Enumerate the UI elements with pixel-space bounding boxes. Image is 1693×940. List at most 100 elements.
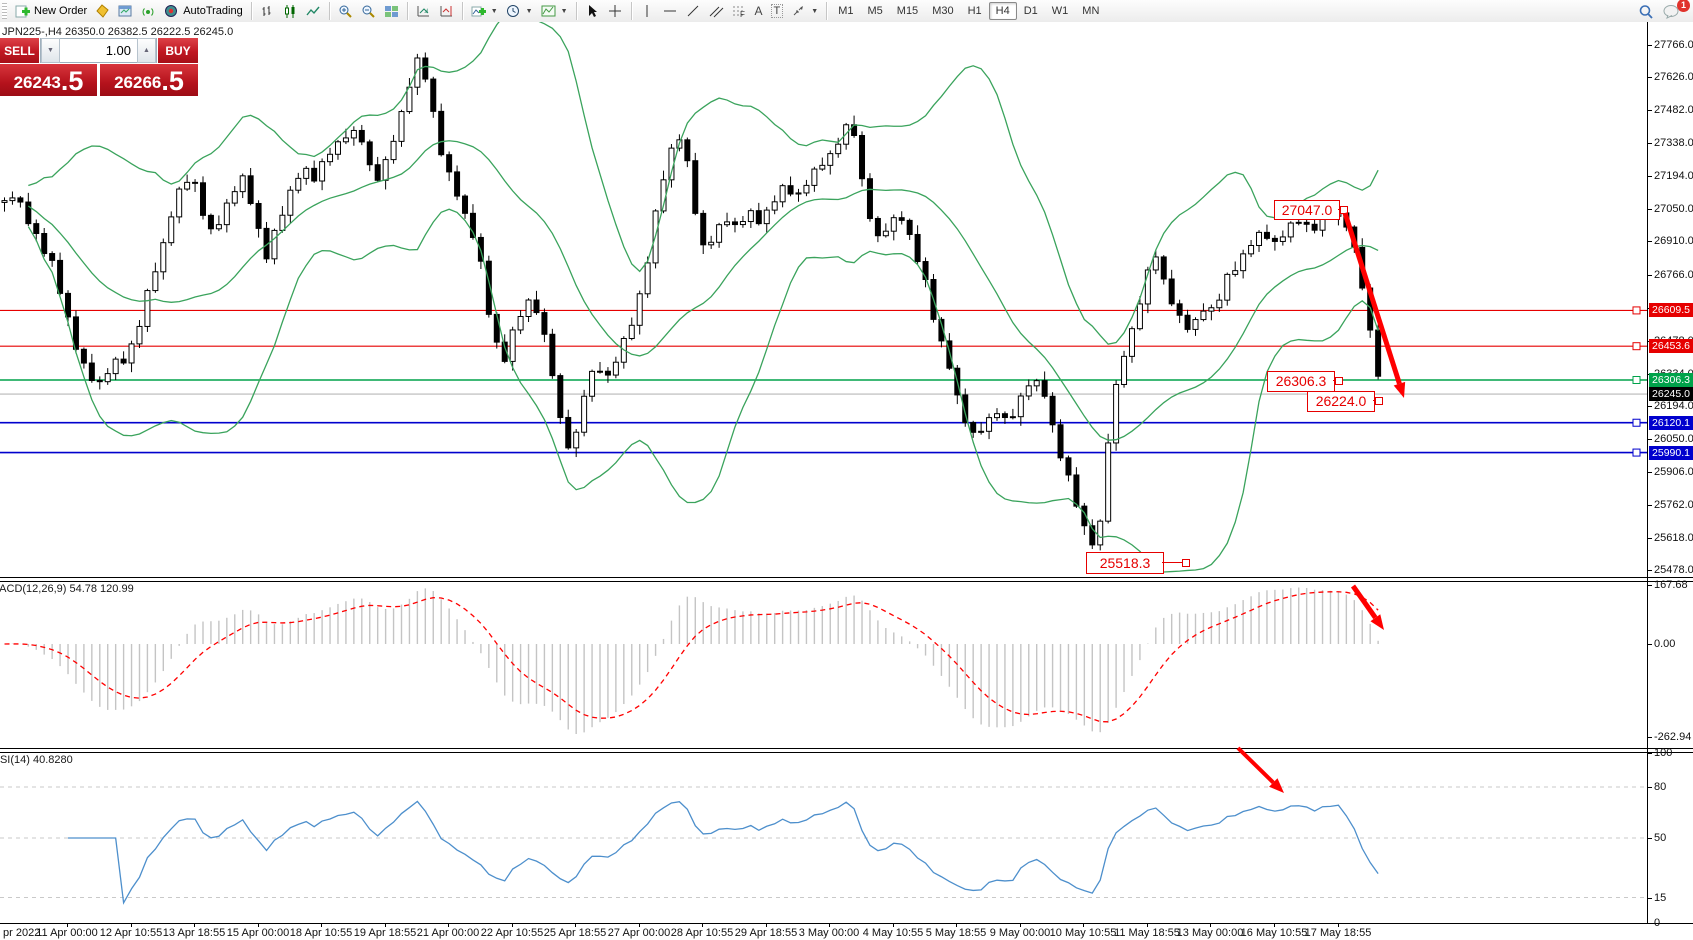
timeframe-button-m1[interactable]: M1	[838, 5, 854, 17]
bar-chart-icon	[260, 4, 275, 19]
toolbar-grip[interactable]	[2, 3, 7, 19]
timeframe-button-h1[interactable]: H1	[967, 5, 982, 17]
time-axis-tick	[385, 923, 386, 927]
axis-price-label: 27338.0	[1654, 137, 1693, 150]
zoom-out-button[interactable]	[357, 2, 380, 21]
market-watch-button[interactable]	[91, 2, 114, 21]
time-axis-label: 4 May 10:55	[862, 927, 924, 939]
axis-price-label: 27482.0	[1654, 104, 1693, 117]
horizontal-line-tool-button[interactable]	[659, 2, 682, 21]
sell-button[interactable]: SELL	[0, 38, 39, 63]
axis-tick	[1647, 77, 1652, 79]
buy-price-button[interactable]: 26266 .5	[100, 64, 198, 96]
text-tool-button[interactable]: A	[751, 2, 767, 20]
timeframe-button-d1[interactable]: D1	[1023, 5, 1038, 17]
pane-separator[interactable]	[0, 577, 1693, 582]
callout-anchor-square	[1340, 206, 1348, 214]
main-price-pane[interactable]	[0, 22, 1647, 577]
time-axis-label: 28 Apr 10:55	[670, 927, 734, 939]
axis-tick	[1647, 838, 1652, 839]
crosshair-tool-button[interactable]	[604, 2, 627, 21]
timeframe-group: M1 M5 M15 M30 H1 H4 D1 W1 MN	[831, 2, 1106, 20]
time-axis-tick	[1274, 923, 1275, 927]
label-tool-button[interactable]: T	[767, 2, 788, 20]
chart-window[interactable]: JPN225-,H4 26350.0 26382.5 26222.5 26245…	[0, 22, 1693, 940]
vertical-line-tool-button[interactable]	[636, 2, 659, 21]
pane-separator[interactable]	[0, 748, 1693, 753]
autotrading-label: AutoTrading	[183, 5, 243, 17]
axis-tick	[1647, 753, 1652, 754]
axis-price-label: 25618.0	[1654, 531, 1693, 544]
templates-button[interactable]: ▼	[537, 2, 572, 21]
fibonacci-icon: F	[732, 4, 747, 19]
signals-button[interactable]	[137, 2, 160, 21]
indicators-button[interactable]: ▼	[467, 2, 502, 21]
timeframe-button-w1[interactable]: W1	[1051, 5, 1069, 17]
toolbar-separator	[575, 2, 577, 20]
terminal-button[interactable]	[114, 2, 137, 21]
callout-leader-line	[1333, 380, 1335, 381]
axis-price-label: 50	[1654, 832, 1667, 844]
price-badge: 25990.1	[1649, 445, 1693, 460]
buy-button[interactable]: BUY	[158, 38, 198, 63]
fibonacci-tool-button[interactable]: F	[728, 2, 751, 21]
time-axis-tick	[575, 923, 576, 927]
timeframe-button-mn[interactable]: MN	[1082, 5, 1100, 17]
timeframe-button-m15[interactable]: M15	[896, 5, 919, 17]
auto-scroll-button[interactable]	[412, 2, 435, 21]
periods-button[interactable]: ▼	[502, 2, 537, 21]
callout-leader-line	[1338, 209, 1340, 210]
axis-price-label: 26194.0	[1654, 399, 1693, 412]
buy-price-main: 26266	[114, 73, 162, 92]
timeframe-button-h4[interactable]: H4	[988, 2, 1017, 20]
candle-chart-mode-button[interactable]	[279, 2, 302, 21]
toolbar-separator	[406, 2, 408, 20]
volume-decrease-button[interactable]: ▼	[41, 38, 60, 63]
time-axis-tick	[194, 923, 195, 927]
volume-increase-button[interactable]: ▲	[137, 38, 156, 63]
price-badge: 26609.5	[1649, 303, 1693, 318]
arrows-tool-button[interactable]: ▼	[787, 2, 822, 21]
autotrading-button[interactable]: AutoTrading	[160, 2, 247, 21]
volume-field[interactable]: ▼ 1.00 ▲	[40, 38, 157, 63]
price-callout: 26224.0	[1307, 391, 1375, 412]
time-axis-tick	[448, 923, 449, 927]
toolbar-separator	[826, 2, 828, 20]
tile-windows-button[interactable]	[380, 2, 403, 21]
notifications-chat-icon[interactable]: 1	[1663, 0, 1690, 19]
axis-tick	[1647, 143, 1652, 145]
zoom-in-button[interactable]	[334, 2, 357, 21]
chart-shift-button[interactable]	[435, 2, 458, 21]
axis-tick	[1647, 241, 1652, 243]
cursor-tool-button[interactable]	[581, 2, 604, 21]
callout-anchor-square	[1375, 397, 1383, 405]
timeframe-button-m30[interactable]: M30	[932, 5, 954, 17]
channel-tool-button[interactable]	[705, 2, 728, 21]
text-tool-icon: A	[754, 4, 763, 18]
trendline-tool-button[interactable]	[682, 2, 705, 21]
toolbar: New Order AutoTrading	[0, 0, 1693, 23]
time-axis-tick	[1147, 923, 1148, 927]
axis-tick	[1647, 438, 1652, 440]
price-level-lines	[0, 306, 1647, 457]
rsi-pane[interactable]	[0, 751, 1647, 922]
time-axis-tick	[1083, 923, 1084, 927]
price-badge: 26245.0	[1649, 387, 1693, 402]
time-axis-label: 5 May 18:55	[925, 927, 987, 939]
volume-value[interactable]: 1.00	[105, 43, 131, 58]
time-axis-tick	[766, 923, 767, 927]
bar-chart-mode-button[interactable]	[256, 2, 279, 21]
sell-price-button[interactable]: 26243 .5	[0, 64, 97, 96]
price-badge: 26306.3	[1649, 373, 1693, 387]
new-order-button[interactable]: New Order	[11, 2, 91, 21]
time-axis-label: 29 Apr 18:55	[734, 927, 798, 939]
macd-pane[interactable]	[0, 580, 1647, 748]
timeframe-button-m5[interactable]: M5	[867, 5, 883, 17]
time-axis-label: 3 May 00:00	[798, 927, 860, 939]
new-order-label: New Order	[34, 5, 88, 17]
cursor-icon	[585, 4, 600, 19]
search-icon[interactable]	[1638, 4, 1653, 19]
line-chart-mode-button[interactable]	[302, 2, 325, 21]
axis-price-label: 27626.0	[1654, 71, 1693, 84]
